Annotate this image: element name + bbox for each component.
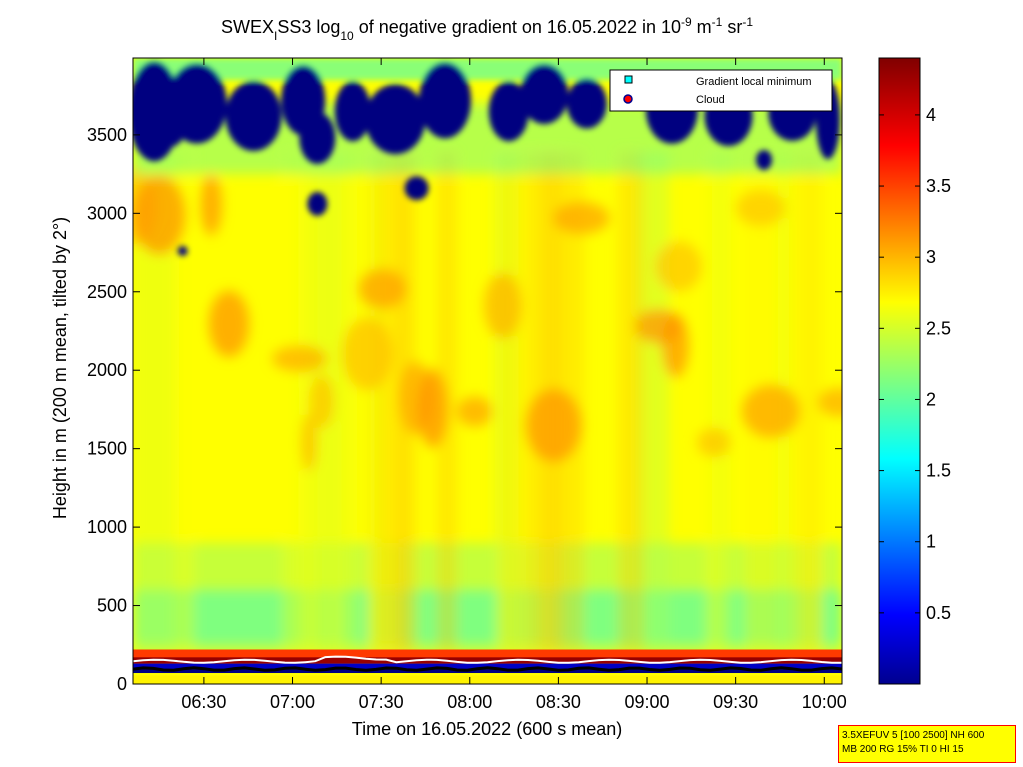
- surface-ground-strip: [133, 675, 842, 684]
- colorbar-tick-label: 0.5: [926, 603, 951, 623]
- clear-sky-patch: [566, 78, 607, 129]
- y-tick-label: 1500: [87, 439, 127, 459]
- field-streak: [499, 150, 527, 653]
- y-tick-label: 500: [97, 596, 127, 616]
- colorbar: 0.5 1 1.5 2 2.5 3 3.5 4: [878, 57, 951, 685]
- field-blob: [309, 374, 335, 429]
- x-tick-label: 08:30: [536, 692, 581, 712]
- field-blob: [741, 384, 801, 439]
- x-tick-label: 09:00: [625, 692, 670, 712]
- colorbar-tick-label: 2: [926, 389, 936, 409]
- field-blob: [661, 314, 689, 378]
- cloud-base-line: [133, 655, 842, 664]
- chart-title: SWEXISS3 log10 of negative gradient on 1…: [221, 15, 753, 43]
- clear-sky-patch: [225, 81, 282, 152]
- x-tick-label: 10:00: [802, 692, 847, 712]
- colorbar-tick-label: 3.5: [926, 176, 951, 196]
- field-blob: [553, 202, 610, 235]
- x-axis-label: Time on 16.05.2022 (600 s mean): [352, 719, 623, 739]
- field-streak: [617, 150, 645, 653]
- plot-frame: [132, 57, 843, 685]
- colorbar-tick-label: 1: [926, 532, 936, 552]
- legend-label-cloud: Cloud: [696, 94, 725, 106]
- clear-sky-patch: [520, 64, 569, 125]
- gradient-minimum-line: [133, 666, 842, 672]
- colorbar-tick-label: 3: [926, 247, 936, 267]
- y-tick-label: 0: [117, 674, 127, 694]
- surface-band-dark: [133, 669, 842, 674]
- legend-marker-cloud: [623, 94, 633, 104]
- clear-sky-patch: [299, 112, 336, 165]
- field-blob: [525, 388, 582, 462]
- field-streak: [174, 150, 195, 653]
- legend-box: [609, 69, 833, 112]
- y-tick-label: 1000: [87, 517, 127, 537]
- field-blob: [301, 414, 318, 472]
- field-streak: [705, 150, 720, 653]
- x-tick-label: 07:00: [270, 692, 315, 712]
- field-blob: [696, 427, 731, 458]
- y-tick-label: 2500: [87, 282, 127, 302]
- field-blob: [456, 396, 493, 427]
- field-streak: [799, 150, 824, 653]
- field-blob: [735, 189, 786, 227]
- field-blob: [341, 317, 393, 391]
- field-blob: [208, 290, 250, 358]
- settings-info-box: 3.5XEFUV 5 [100 2500] NH 600 MB 200 RG 1…: [838, 725, 1016, 763]
- clear-sky-patch: [756, 149, 773, 170]
- x-axis: 06:30 07:00 07:30 08:00 08:30 09:00 09:30 10:00: [181, 58, 847, 712]
- colorbar-ticks: 0.5 1 1.5 2 2.5 3 3.5 4: [879, 105, 951, 623]
- surface-band-core: [133, 657, 842, 664]
- clear-sky-patch: [307, 191, 328, 216]
- y-tick-label: 3000: [87, 203, 127, 223]
- field-blob: [358, 268, 407, 309]
- field-streak: [368, 150, 398, 653]
- clear-sky-patch: [418, 62, 471, 139]
- x-tick-label: 06:30: [181, 692, 226, 712]
- colorbar-tick-label: 1.5: [926, 461, 951, 481]
- legend-label-gradient-min: Gradient local minimum: [696, 76, 812, 88]
- field-blob: [133, 175, 187, 255]
- field-blob: [200, 174, 223, 236]
- y-axis-label: Height in m (200 m mean, tilted by 2°): [50, 217, 70, 519]
- legend: Gradient local minimum Cloud: [609, 69, 833, 112]
- y-tick-label: 2000: [87, 360, 127, 380]
- y-tick-label: 3500: [87, 125, 127, 145]
- field-blob: [817, 387, 842, 417]
- field-blob: [417, 368, 448, 448]
- clear-sky-patch: [404, 176, 429, 201]
- colorbar-gradient: [878, 57, 921, 685]
- clear-sky-patch: [334, 81, 371, 142]
- field-blob: [272, 345, 328, 373]
- field-blob: [654, 241, 703, 292]
- field-blob: [483, 273, 523, 339]
- x-tick-label: 09:30: [713, 692, 758, 712]
- colorbar-tick-label: 2.5: [926, 318, 951, 338]
- near-surface-haze-core: [133, 589, 842, 645]
- heatmap-plot-area: [133, 58, 842, 684]
- clear-sky-patch: [488, 81, 529, 142]
- colorbar-tick-label: 4: [926, 105, 936, 125]
- clear-sky-patch: [177, 245, 188, 256]
- x-tick-label: 08:00: [447, 692, 492, 712]
- settings-line-1: 3.5XEFUV 5 [100 2500] NH 600: [842, 730, 985, 741]
- surface-gradient-band: [133, 649, 842, 684]
- settings-line-2: MB 200 RG 15% TI 0 HI 15: [842, 744, 964, 755]
- clear-sky-patch: [365, 84, 426, 155]
- legend-marker-gradient-min: [624, 75, 633, 84]
- x-tick-label: 07:30: [359, 692, 404, 712]
- y-axis: 0 500 1000 1500 2000 2500 3000 3500: [87, 125, 842, 694]
- clear-sky-patch: [150, 103, 187, 148]
